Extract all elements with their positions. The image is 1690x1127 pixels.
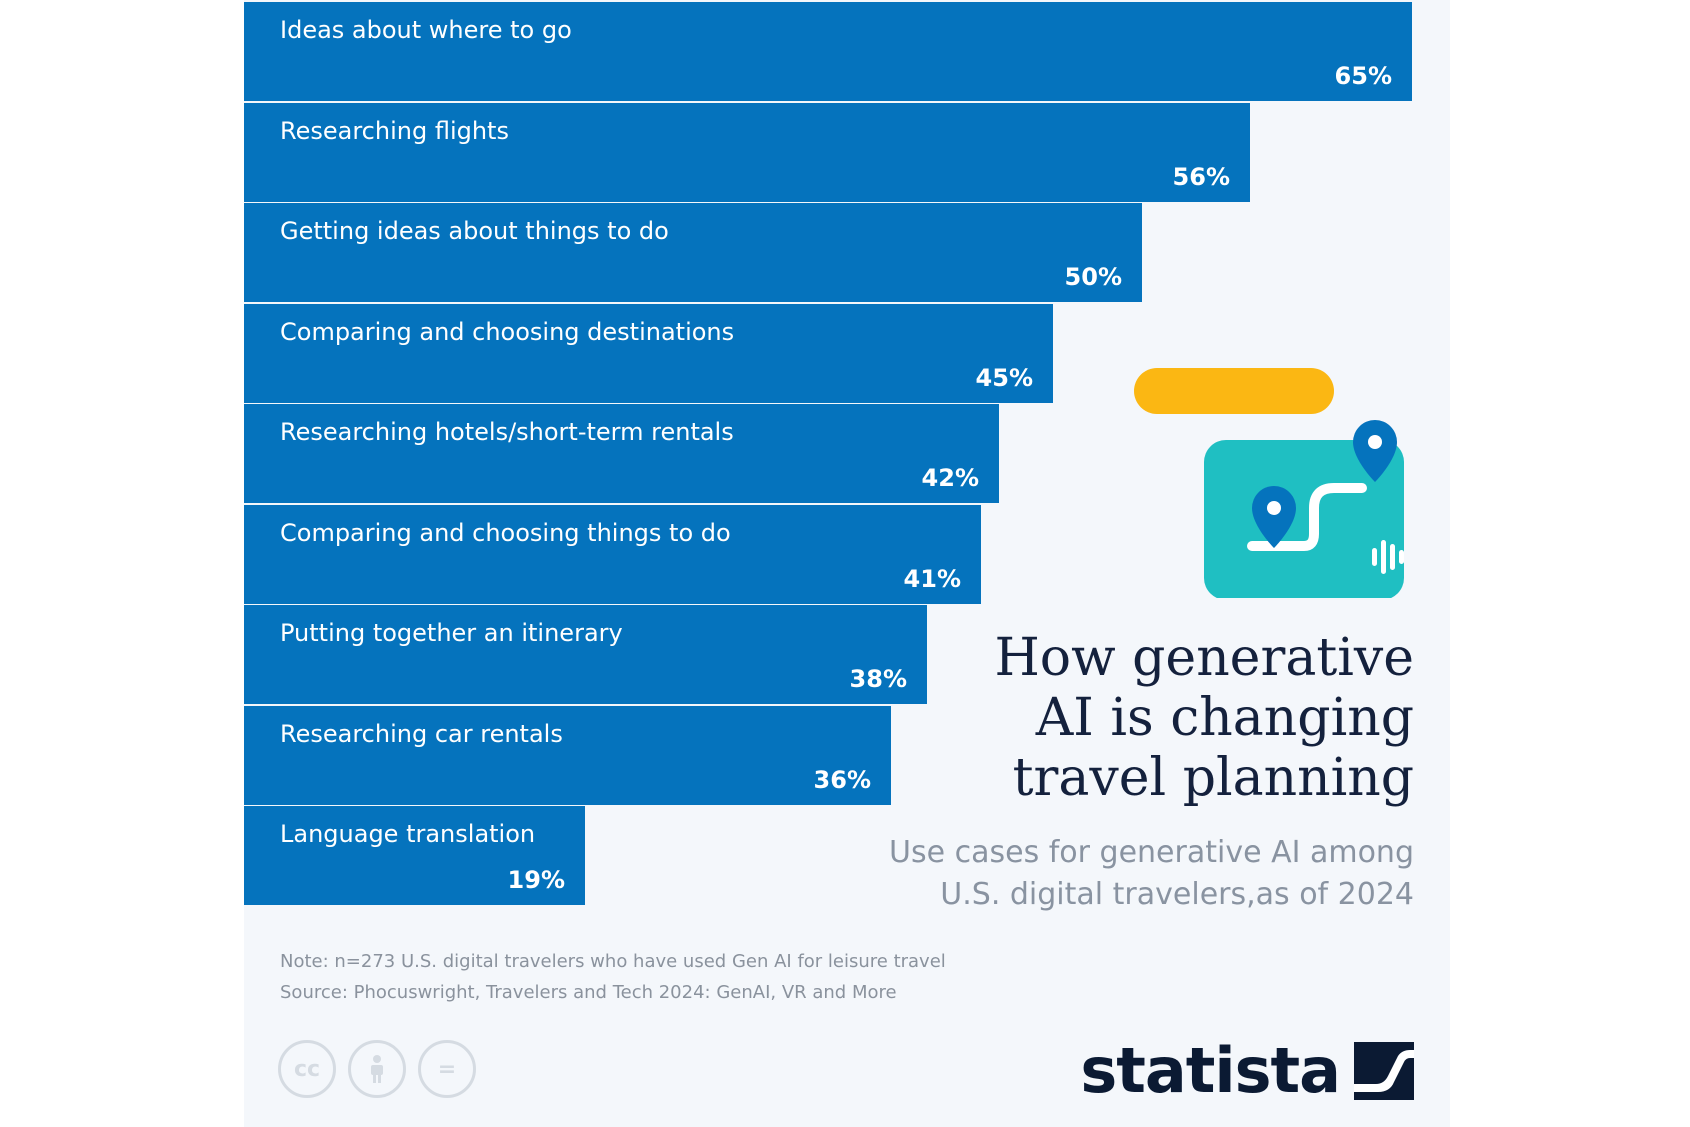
chart-notes: Note: n=273 U.S. digital travelers who h… — [280, 946, 946, 1008]
map-pin-icon — [1252, 486, 1296, 548]
bar-value-label: 41% — [903, 564, 961, 593]
bar-chart: Ideas about where to go 65% Researching fl… — [244, 0, 1450, 910]
note-text: Note: n=273 U.S. digital travelers who h… — [280, 951, 946, 972]
subtitle-line: U.S. digital travelers,as of 2024 — [940, 877, 1414, 912]
audio-wave-icon — [1372, 540, 1404, 574]
bar-value-label: 56% — [1172, 162, 1230, 191]
subtitle-line: Use cases for generative AI among — [889, 835, 1414, 870]
route-line — [1247, 483, 1367, 551]
bar: Researching hotels/short-term rentals 42% — [244, 404, 999, 503]
license-icons: cc = — [278, 1040, 476, 1098]
no-derivatives-icon[interactable]: = — [418, 1040, 476, 1098]
bar-category-label: Researching flights — [280, 116, 509, 145]
bar-value-label: 45% — [975, 363, 1033, 392]
bar-value-label: 42% — [921, 464, 979, 492]
map-route-icon — [1134, 368, 1404, 600]
bar: Putting together an itinerary 38% — [244, 605, 927, 704]
bar-category-label: Language translation — [280, 820, 536, 848]
bar: Language translation 19% — [244, 806, 585, 905]
brand-name: statista — [1080, 1034, 1341, 1107]
map-route-illustration — [1134, 368, 1454, 602]
bar-category-label: Putting together an itinerary — [280, 619, 623, 647]
bar: Comparing and choosing destinations 45% — [244, 303, 1053, 403]
chart-title: How generative AI is changing travel pla… — [854, 628, 1414, 808]
bar-category-label: Comparing and choosing destinations — [280, 317, 735, 346]
bar-value-label: 65% — [1334, 62, 1392, 90]
bar-category-label: Getting ideas about things to do — [280, 217, 669, 245]
bar: Researching car rentals 36% — [244, 705, 891, 805]
statista-logo[interactable]: statista — [1080, 1034, 1414, 1107]
infographic-card: Ideas about where to go 65% Researching fl… — [244, 0, 1450, 1127]
bar-value-label: 36% — [813, 765, 871, 794]
bar: Comparing and choosing things to do 41% — [244, 504, 981, 604]
source-text: Source: Phocuswright, Travelers and Tech… — [280, 982, 897, 1003]
bar-category-label: Researching car rentals — [280, 719, 563, 748]
attribution-icon[interactable] — [348, 1040, 406, 1098]
title-line: AI is changing — [1035, 688, 1414, 748]
map-tile-shape — [1204, 440, 1404, 600]
bar-category-label: Ideas about where to go — [280, 16, 572, 44]
statista-logo-icon — [1354, 1041, 1414, 1100]
map-pin-icon — [1353, 420, 1397, 482]
bar-value-label: 19% — [507, 866, 565, 894]
bar: Getting ideas about things to do 50% — [244, 203, 1142, 302]
bar-category-label: Researching hotels/short-term rentals — [280, 418, 734, 446]
chart-subtitle: Use cases for generative AI among U.S. d… — [794, 832, 1414, 916]
title-line: How generative — [994, 628, 1414, 688]
cc-icon[interactable]: cc — [278, 1040, 336, 1098]
title-line: travel planning — [1012, 748, 1414, 808]
bar: Researching flights 56% — [244, 102, 1250, 202]
speech-bubble-shape — [1134, 368, 1334, 414]
bar-value-label: 50% — [1064, 263, 1122, 291]
bar: Ideas about where to go 65% — [244, 2, 1412, 101]
bar-category-label: Comparing and choosing things to do — [280, 518, 731, 547]
bar-value-label: 38% — [849, 665, 907, 693]
